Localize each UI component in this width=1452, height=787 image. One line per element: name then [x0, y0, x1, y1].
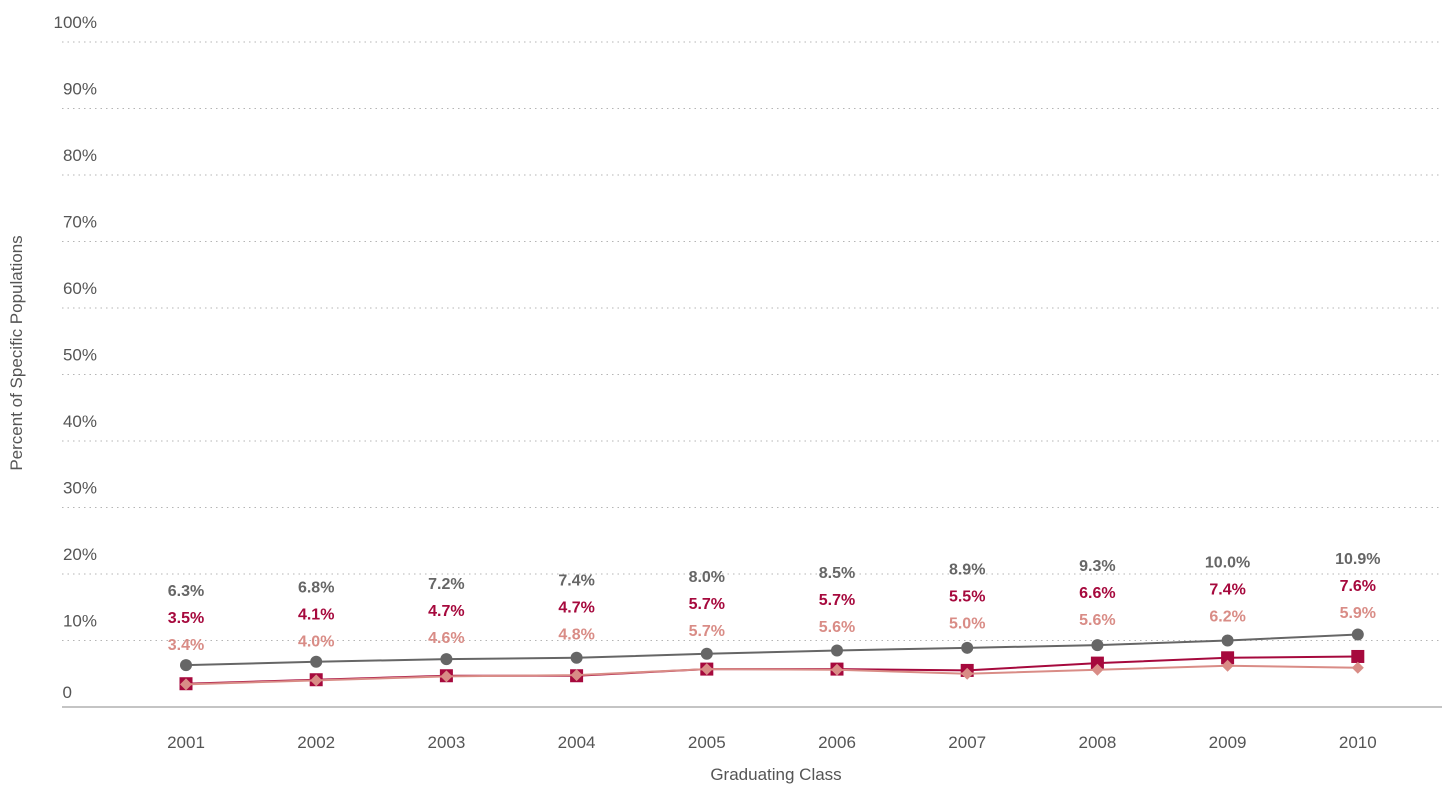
data-point	[310, 655, 323, 668]
data-point	[570, 669, 583, 682]
data-label: 4.7%	[428, 603, 464, 620]
data-label: 6.3%	[168, 583, 204, 600]
x-tick-label: 2009	[1209, 733, 1247, 752]
data-point	[1351, 661, 1364, 674]
data-label: 7.6%	[1340, 578, 1376, 595]
data-label: 5.9%	[1340, 605, 1376, 622]
data-point	[700, 663, 713, 676]
data-point	[180, 678, 192, 691]
y-tick-label: 10%	[63, 612, 97, 631]
data-label: 8.9%	[949, 562, 985, 579]
data-label: 4.7%	[558, 599, 594, 616]
y-tick-label: 80%	[63, 146, 97, 165]
x-tick-label: 2005	[688, 733, 726, 752]
y-tick-label: 50%	[63, 346, 97, 365]
data-point	[1091, 663, 1104, 676]
data-point	[1090, 656, 1104, 670]
data-label: 5.0%	[949, 616, 985, 633]
data-label: 10.9%	[1335, 551, 1380, 568]
y-tick-label: 20%	[63, 545, 97, 564]
x-tick-label: 2007	[948, 733, 986, 752]
x-tick-label: 2003	[427, 733, 465, 752]
data-label: 10.0%	[1205, 555, 1250, 572]
y-tick-label: 40%	[63, 412, 97, 431]
data-label: 5.5%	[949, 589, 985, 606]
series-line	[185, 664, 1358, 686]
data-label: 5.6%	[819, 619, 855, 636]
data-label: 5.6%	[1079, 612, 1115, 629]
x-tick-label: 2008	[1078, 733, 1116, 752]
x-tick-label: 2006	[818, 733, 856, 752]
x-axis-title: Graduating Class	[710, 765, 841, 784]
y-tick-label: 100%	[54, 13, 97, 32]
data-point	[961, 641, 974, 654]
y-axis-ticks: 0 10% 20% 30% 40% 50% 60% 70% 80% 90% 100%	[54, 13, 97, 702]
data-point	[1351, 628, 1364, 641]
data-point	[1351, 649, 1365, 663]
series-circle	[180, 628, 1364, 672]
data-point	[961, 667, 974, 680]
series-diamond	[180, 659, 1364, 691]
data-point	[570, 651, 583, 664]
y-tick-label: 90%	[63, 80, 97, 99]
data-point	[831, 644, 843, 657]
data-point	[440, 653, 453, 666]
data-label: 7.4%	[1209, 582, 1245, 599]
data-label: 3.5%	[168, 610, 204, 627]
y-tick-label: 60%	[63, 279, 97, 298]
y-tick-label: 30%	[63, 479, 97, 498]
data-label: 5.7%	[689, 623, 725, 640]
data-point	[1221, 634, 1234, 647]
data-label: 4.1%	[298, 606, 334, 623]
data-point	[1221, 659, 1234, 672]
data-label: 3.4%	[168, 637, 204, 654]
data-label: 6.6%	[1079, 585, 1115, 602]
x-tick-label: 2004	[558, 733, 596, 752]
y-tick-label: 70%	[63, 213, 97, 232]
data-label: 5.7%	[819, 592, 855, 609]
data-label: 5.7%	[689, 596, 725, 613]
data-label: 4.6%	[428, 630, 464, 647]
data-point	[1221, 651, 1235, 665]
data-point	[310, 674, 323, 687]
data-point	[831, 663, 843, 676]
gridlines	[62, 41, 1442, 641]
data-label: 7.2%	[428, 576, 464, 593]
data-label: 9.3%	[1079, 558, 1115, 575]
x-tick-label: 2002	[297, 733, 335, 752]
y-axis-title: Percent of Specific Populations	[7, 235, 26, 470]
data-point	[700, 647, 713, 660]
series-line	[185, 633, 1358, 667]
data-label: 4.0%	[298, 633, 334, 650]
data-point	[1091, 639, 1104, 652]
x-tick-label: 2001	[167, 733, 205, 752]
data-label: 8.5%	[819, 565, 855, 582]
series	[179, 628, 1365, 691]
data-point	[440, 670, 453, 683]
data-label: 4.8%	[558, 626, 594, 643]
data-label: 7.4%	[558, 572, 594, 589]
data-label: 8.0%	[689, 569, 725, 586]
data-point	[180, 659, 192, 672]
x-axis-ticks: 2001 2002 2003 2004 2005 2006 2007 2008 2009 2010	[167, 733, 1377, 752]
data-labels: 6.3% 6.8% 7.2% 7.4% 8.0% 8.5% 8.9% 9.3% 10.0% 10.…	[168, 551, 1381, 654]
data-label: 6.8%	[298, 579, 334, 596]
x-tick-label: 2010	[1339, 733, 1377, 752]
y-tick-label: 0	[63, 683, 72, 702]
data-label: 6.2%	[1209, 609, 1245, 626]
